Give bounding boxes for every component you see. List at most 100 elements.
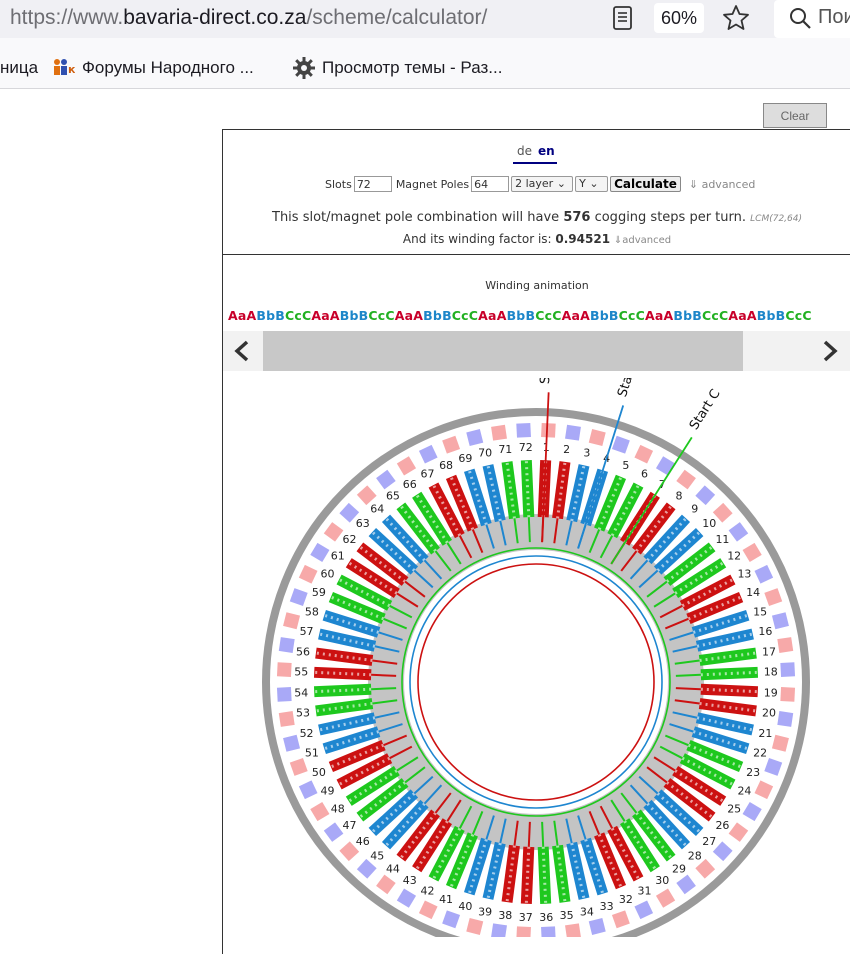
lang-de-link[interactable]: de [517, 144, 532, 158]
bookmark-item[interactable]: ница [0, 58, 39, 77]
poles-input[interactable]: 64 [471, 176, 510, 192]
sequence-letter: a [654, 308, 664, 323]
coil-lead [389, 604, 413, 619]
coil-lead [446, 799, 462, 822]
magnet-pole [728, 522, 749, 542]
coil [691, 609, 750, 638]
coil-lead [629, 784, 649, 805]
coil-lead [672, 645, 698, 653]
coil-lead [378, 631, 403, 641]
sequence-letter: B [339, 308, 350, 323]
magnet-pole [634, 900, 654, 920]
winding-sequence: AaABbBCcCAaABbBCcCAaABbBCcCAaABbBCcCAaAB… [228, 308, 812, 323]
sequence-letter: C [618, 308, 628, 323]
slot-number: 5 [622, 459, 629, 472]
magnet-pole [289, 757, 308, 776]
chevron-left-icon[interactable] [231, 339, 253, 363]
gear-icon [293, 57, 315, 79]
start-lead [541, 392, 550, 543]
slot-number: 20 [762, 707, 776, 720]
slots-label: Slots [325, 177, 352, 191]
coil [672, 558, 727, 598]
calculate-button[interactable]: Calculate [610, 176, 681, 192]
clear-button[interactable]: Clear [763, 103, 827, 128]
url-bar[interactable]: https://www.bavaria-direct.co.za/scheme/… [10, 6, 487, 30]
sequence-letter: c [711, 308, 719, 323]
coil [691, 726, 750, 755]
coil-lead [599, 805, 614, 829]
coil [679, 574, 736, 611]
zoom-level-button[interactable]: 60% [654, 3, 704, 33]
coil [607, 825, 644, 882]
sequence-letter: C [468, 308, 479, 323]
coil-lead [664, 617, 689, 630]
slot-number: 34 [580, 905, 594, 918]
slot-number: 71 [498, 443, 512, 456]
scrollbar-thumb[interactable] [263, 331, 743, 371]
slot-number: 23 [746, 766, 760, 779]
advanced-link[interactable]: ⇓advanced [613, 235, 672, 246]
slot-number: 24 [737, 785, 751, 798]
slot-number: 30 [655, 874, 669, 887]
coil [679, 753, 736, 790]
svg-text:к: к [68, 63, 75, 76]
layer-select[interactable]: 2 layer ⌄ [511, 176, 574, 192]
coil [698, 647, 757, 666]
cogging-suffix: cogging steps per turn. [590, 210, 751, 225]
slot-number: 49 [321, 785, 335, 798]
winding-factor-value: 0.94521 [555, 232, 611, 246]
magnet-pole [541, 926, 556, 937]
coil-lead [371, 673, 397, 677]
search-placeholder: Пои [818, 6, 850, 28]
reader-view-icon[interactable] [612, 5, 634, 31]
coil-lead [446, 542, 462, 565]
coil [566, 841, 590, 900]
bookmark-item[interactable]: Просмотр темы - Раз... [322, 58, 503, 77]
slot-number: 65 [386, 490, 400, 503]
connection-select[interactable]: Y ⌄ [575, 176, 609, 192]
calculator-panel: de en Slots 72 Magnet Poles 64 2 layer ⌄ … [222, 129, 850, 255]
slot-number: 10 [702, 517, 716, 530]
slot-number: 67 [420, 468, 434, 481]
coil-lead [485, 524, 495, 549]
coil-lead [374, 645, 400, 653]
connection-ring [409, 555, 663, 809]
coil-lead [588, 810, 601, 835]
coil [356, 778, 409, 822]
magnet-pole [695, 858, 716, 879]
animation-scrollbar[interactable] [223, 331, 850, 371]
coil [643, 799, 691, 850]
start-label: Start C [687, 387, 724, 433]
coil-lead [664, 734, 689, 747]
bookmark-item[interactable]: Форумы Народного ... [82, 58, 254, 77]
coil-lead [423, 784, 443, 805]
winding-factor-result: And its winding factor is: 0.94521 ⇓adva… [223, 232, 850, 246]
search-box[interactable]: Пои [774, 0, 850, 38]
coil-lead [527, 821, 531, 847]
lang-en-link[interactable]: en [538, 144, 555, 158]
magnet-pole [588, 429, 606, 447]
coil-lead [413, 775, 434, 795]
coil [381, 514, 429, 565]
coil [328, 591, 386, 624]
slot-number: 64 [370, 503, 384, 516]
sequence-letter: B [775, 308, 786, 323]
sequence-letter: a [237, 308, 247, 323]
magnet-pole [298, 780, 318, 800]
magnet-pole [278, 637, 295, 653]
slots-input[interactable]: 72 [353, 176, 392, 192]
bookmark-star-icon[interactable] [722, 4, 750, 32]
sequence-letter: B [673, 308, 684, 323]
advanced-toggle[interactable]: ⇓ advanced [688, 177, 756, 191]
coil [686, 740, 744, 773]
sequence-letter: c [544, 308, 553, 323]
slot-number: 9 [691, 503, 698, 516]
magnet-pole [771, 734, 789, 752]
cogging-result: This slot/magnet pole combination will h… [223, 210, 850, 225]
coil [396, 502, 440, 555]
slot-number: 51 [305, 747, 319, 760]
coil [643, 514, 691, 565]
chevron-right-icon[interactable] [819, 339, 841, 363]
sequence-letter: B [692, 308, 702, 323]
forum-logo-icon: к [54, 59, 75, 76]
